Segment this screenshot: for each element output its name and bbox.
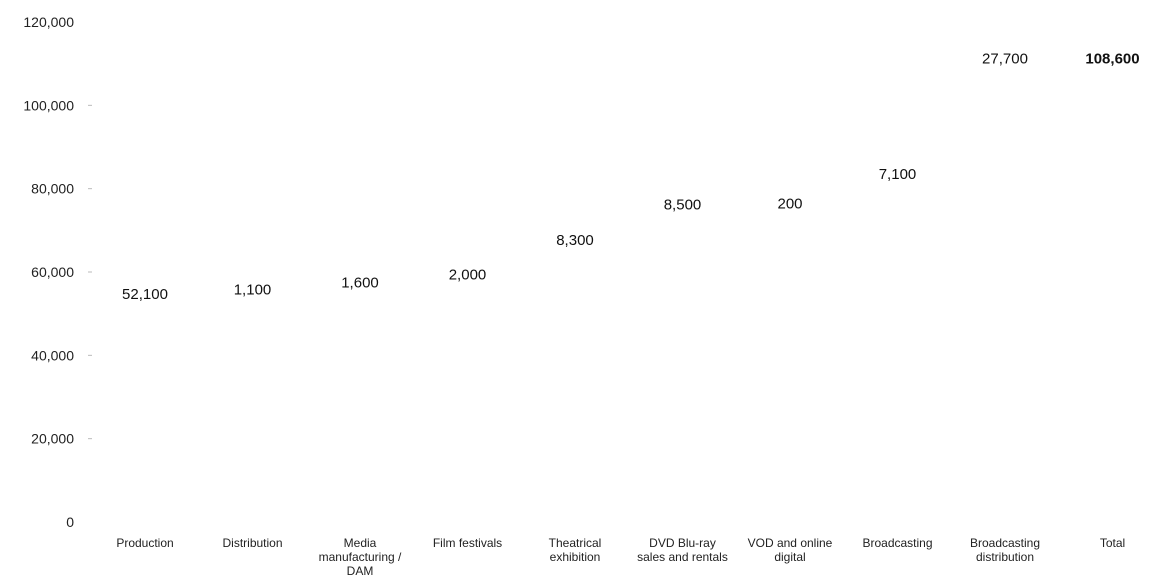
x-tick-label: Film festivals xyxy=(433,536,502,550)
x-tick-label: Production xyxy=(116,536,173,550)
x-tick-label: Media manufacturing / DAM xyxy=(319,536,402,578)
x-tick-label: Broadcasting distribution xyxy=(970,536,1040,564)
y-tick-label: 20,000 xyxy=(31,431,74,447)
y-tick-label: 80,000 xyxy=(31,181,74,197)
data-value-label: 1,100 xyxy=(234,281,272,298)
y-tick-label: 100,000 xyxy=(23,97,74,113)
data-value-label: 200 xyxy=(777,196,802,213)
data-labels: 52,100 1,100 1,600 2,000 8,300 8,500 200 7,100 2… xyxy=(122,51,1140,303)
data-value-label: 8,300 xyxy=(556,232,594,249)
y-tick-label: 40,000 xyxy=(31,347,74,363)
x-tick-label: Theatrical exhibition xyxy=(549,536,602,564)
data-value-label: 1,600 xyxy=(341,275,379,292)
x-tick-label: DVD Blu-ray sales and rentals xyxy=(637,536,728,564)
total-value-label: 108,600 xyxy=(1085,51,1139,68)
x-tick-label: Distribution xyxy=(222,536,282,550)
y-tick-label: 60,000 xyxy=(31,264,74,280)
data-value-label: 27,700 xyxy=(982,51,1028,68)
y-tick-label: 0 xyxy=(66,514,74,530)
x-tick-label: Broadcasting xyxy=(862,536,932,550)
x-axis: Production Distribution Media manufacturing… xyxy=(116,536,1125,578)
data-value-label: 2,000 xyxy=(449,266,487,283)
x-tick-label: VOD and online digital xyxy=(748,536,833,564)
data-value-label: 7,100 xyxy=(879,166,917,183)
y-tick-label: 120,000 xyxy=(23,14,74,30)
data-value-label: 8,500 xyxy=(664,196,702,213)
data-value-label: 52,100 xyxy=(122,286,168,303)
y-axis: 0 20,000 40,000 60,000 80,000 100,000 120,000 xyxy=(23,14,92,530)
x-tick-label: Total xyxy=(1100,536,1125,550)
